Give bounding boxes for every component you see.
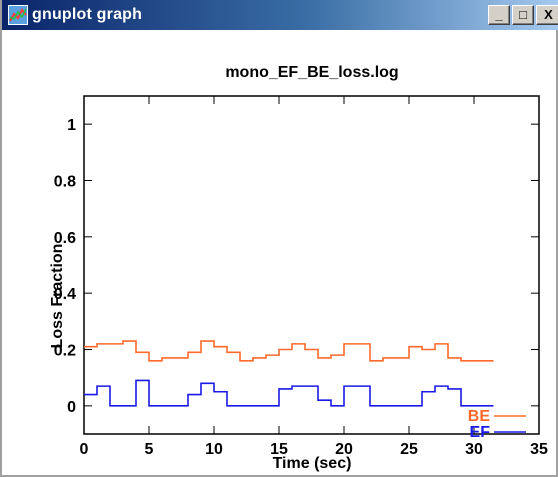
series-layer — [84, 341, 494, 406]
plot-frame — [84, 96, 539, 434]
title-bar[interactable]: gnuplot graph _ □ X — [2, 0, 558, 30]
legend-label-be: BE — [468, 408, 491, 425]
window-title: gnuplot graph — [32, 6, 142, 24]
x-axis-label: Time (sec) — [273, 455, 352, 472]
x-tick-label: 35 — [530, 441, 548, 458]
gnuplot-app-icon[interactable] — [8, 5, 28, 25]
close-button[interactable]: X — [536, 5, 558, 25]
plot-area: mono_EF_BE_loss.log 00.20.40.60.81 0 5 10 1… — [2, 30, 558, 477]
y-tick-label: 1 — [67, 117, 76, 134]
maximize-button[interactable]: □ — [512, 5, 534, 25]
x-tick-label: 5 — [145, 441, 154, 458]
series-line-ef — [84, 380, 494, 405]
chart-title: mono_EF_BE_loss.log — [225, 64, 398, 81]
x-tick-label: 25 — [400, 441, 418, 458]
x-tick-label: 0 — [80, 441, 89, 458]
y-ticks: 00.20.40.60.81 — [54, 117, 539, 416]
x-tick-label: 10 — [205, 441, 223, 458]
y-axis-label: Loss Fraction — [49, 244, 66, 349]
legend-label-ef: EF — [470, 424, 491, 441]
y-tick-label: 0 — [67, 399, 76, 416]
y-tick-label: 0.8 — [54, 174, 76, 191]
series-line-be — [84, 341, 494, 361]
x-tick-label: 30 — [465, 441, 483, 458]
x-ticks: 0 5 10 15 20 25 30 35 — [80, 96, 548, 458]
minimize-button[interactable]: _ — [488, 5, 510, 25]
